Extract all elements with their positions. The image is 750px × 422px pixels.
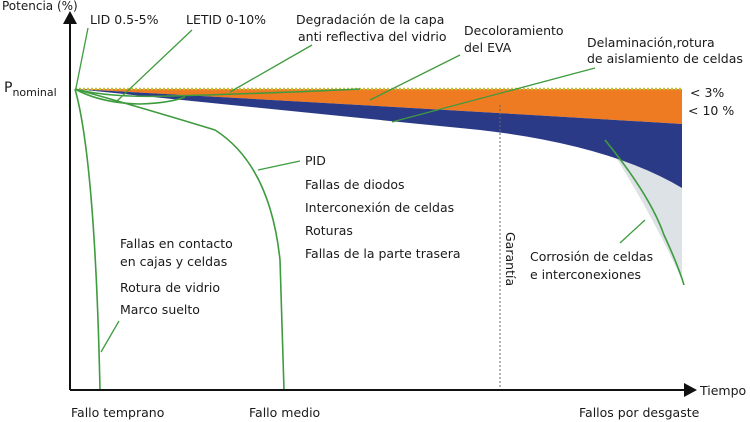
x-axis-title: Tiempo [699,383,746,398]
wearout-failure-item: e interconexiones [530,267,641,282]
degradacion-label-2: anti reflectiva del vidrio [298,29,446,44]
marco-leader [100,320,120,353]
phase-label-wearout: Fallos por desgaste [579,405,700,420]
phase-label-early: Fallo temprano [71,405,164,420]
mid-failure-item: Interconexión de celdas [305,200,454,215]
p-nominal-main: P [4,80,12,96]
pid-leader [257,160,301,171]
x-axis-arrow [684,383,697,397]
mid-failure-item: Fallas de la parte trasera [305,246,461,261]
lid-curve [74,88,186,105]
early-failure-item: en cajas y celdas [120,254,227,269]
decoloramiento-label-1: Decoloramiento [464,23,564,38]
warranty-label: Garantía [503,232,518,286]
lid-label: LID 0.5-5% [90,12,159,27]
corrosion-leader [619,219,646,244]
wearout-failure-item: Corrosión de celdas [530,249,653,264]
navy-degradation-area [75,89,682,188]
wearout-failure-curve [604,139,685,286]
p-nominal-label: Pnominal [4,80,57,99]
decoloramiento-leader [369,54,461,101]
delaminacion-label-1: Delaminación,rotura [587,35,715,50]
phase-label-mid: Fallo medio [249,405,320,420]
band1-label: < 3% [690,85,724,100]
lid-leader [75,27,89,89]
orange-degradation-area [75,89,682,124]
mid-failure-curve [74,88,285,391]
y-axis-title: Potencia (%) [2,0,78,13]
letid-leader [116,29,193,102]
early-failure-item: Marco suelto [120,302,200,317]
delaminacion-leader [391,67,596,123]
early-failure-item: Fallas en contacto [120,236,233,251]
mid-failure-item: Fallas de diodos [305,177,405,192]
early-failure-curve [74,88,101,391]
degradacion-label-1: Degradación de la capa [296,12,444,27]
early-failure-item: Rotura de vidrio [120,280,220,295]
mid-failure-item: PID [305,153,326,168]
letid-curve [74,88,361,98]
letid-label: LETID 0-10% [186,12,266,27]
decoloramiento-label-2: del EVA [464,40,512,55]
p-nominal-sub: nominal [12,86,56,99]
degradacion-leader [229,44,313,93]
band2-label: < 10 % [688,103,734,118]
mid-failure-item: Roturas [305,223,353,238]
delaminacion-label-2: de aislamiento de celdas [587,51,743,66]
y-axis-arrow [63,11,77,24]
